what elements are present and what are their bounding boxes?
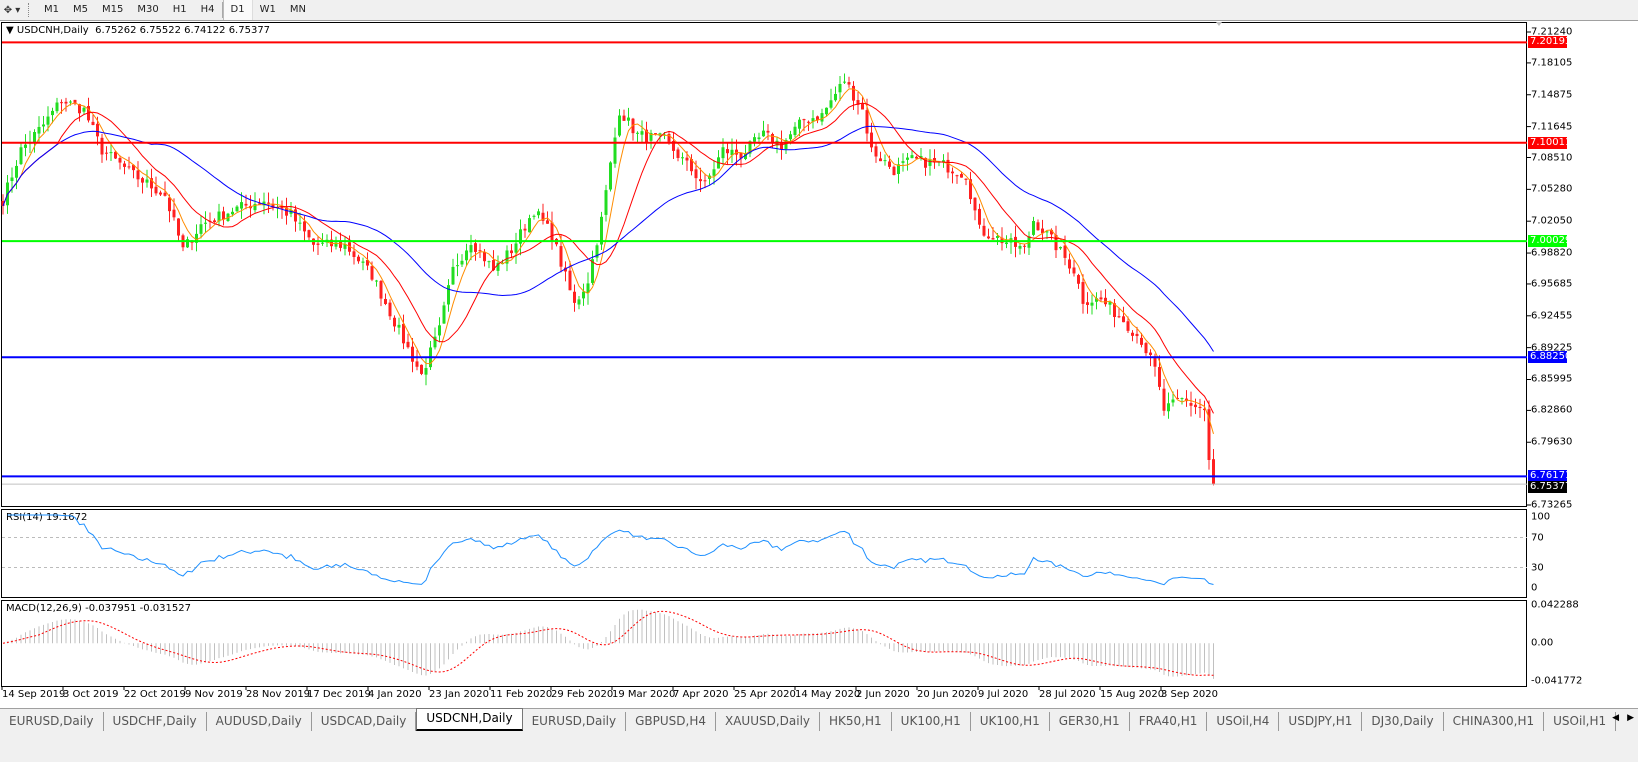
chart-tab[interactable]: HK50,H1 bbox=[820, 712, 892, 731]
date-axis-label: 25 Apr 2020 bbox=[734, 689, 796, 700]
price-axis-label: 7.18105 bbox=[1531, 57, 1573, 69]
chart-tabs: EURUSD,Daily USDCHF,Daily AUDUSD,Daily USDC… bbox=[0, 708, 1638, 731]
chart-tab[interactable]: USDJPY,H1 bbox=[1279, 712, 1363, 731]
date-axis-label: 15 Aug 2020 bbox=[1100, 689, 1165, 700]
chart-tab[interactable]: GBPUSD,H4 bbox=[626, 712, 716, 731]
price-level-tag: 6.76171 bbox=[1528, 470, 1572, 483]
collapse-triangle-icon[interactable]: ▼ bbox=[6, 25, 14, 36]
price-axis-label: 6.92455 bbox=[1531, 310, 1573, 322]
date-axis-label: 9 Jul 2020 bbox=[978, 689, 1029, 700]
price-axis-label: 7.08510 bbox=[1531, 152, 1573, 163]
chart-tab[interactable]: UK100,H1 bbox=[971, 712, 1050, 731]
chart-tab[interactable]: USOil,H1 bbox=[1544, 712, 1617, 731]
date-axis-label: 2 Jun 2020 bbox=[856, 689, 910, 700]
chart-tab[interactable]: FRA40,H1 bbox=[1130, 712, 1208, 731]
date-axis-label: 14 May 2020 bbox=[795, 689, 861, 700]
date-axis-label: 29 Feb 2020 bbox=[551, 689, 614, 700]
date-axis-label: 22 Oct 2019 bbox=[124, 689, 186, 700]
rsi-axis-label: 100 bbox=[1531, 511, 1551, 523]
date-axis-label: 23 Jan 2020 bbox=[429, 689, 489, 700]
rsi-panel[interactable]: RSI(14) 19.1672 bbox=[1, 509, 1527, 598]
price-level-tag: 7.00029 bbox=[1528, 235, 1572, 248]
date-axis-label: 3 Oct 2019 bbox=[63, 689, 119, 700]
symbol-label: USDCNH,Daily bbox=[16, 25, 89, 36]
tab-scroll-right-icon[interactable]: ▶ bbox=[1627, 713, 1634, 723]
date-axis-label: 7 Apr 2020 bbox=[673, 689, 729, 700]
timeframe-m1[interactable]: M1 bbox=[44, 4, 59, 15]
macd-axis-label: -0.041772 bbox=[1531, 675, 1583, 687]
price-axis-label: 6.82860 bbox=[1531, 404, 1573, 416]
macd-axis-label: 0.042288 bbox=[1531, 599, 1579, 611]
timeframe-m30[interactable]: M30 bbox=[137, 4, 159, 15]
rsi-axis-label: 70 bbox=[1531, 532, 1544, 543]
current-price-tag: 6.75377 bbox=[1528, 481, 1572, 494]
date-axis-label: 19 Mar 2020 bbox=[612, 689, 676, 700]
main-chart-panel[interactable]: ▼ USDCNH,Daily 6.75262 6.75522 6.74122 6… bbox=[1, 22, 1527, 507]
chart-tab[interactable]: XAUUSD,Daily bbox=[716, 712, 821, 731]
chart-tab[interactable]: USOil,H4 bbox=[1207, 712, 1280, 731]
chart-tab[interactable]: GER30,H1 bbox=[1050, 712, 1130, 731]
price-axis-label: 7.11645 bbox=[1531, 121, 1573, 133]
toolbar-separator bbox=[221, 2, 223, 18]
timeframe-m5[interactable]: M5 bbox=[73, 4, 88, 15]
price-axis-label: 7.05280 bbox=[1531, 183, 1573, 195]
chart-tab[interactable]: USDCAD,Daily bbox=[312, 712, 417, 731]
date-axis-label: 14 Sep 2019 bbox=[2, 689, 66, 700]
tab-scroll-left-icon[interactable]: ◀ bbox=[1612, 713, 1620, 723]
date-axis-label: 4 Jan 2020 bbox=[368, 689, 422, 700]
date-axis-label: 9 Nov 2019 bbox=[185, 689, 243, 700]
date-axis-label: 28 Jul 2020 bbox=[1039, 689, 1096, 700]
date-axis-label: 17 Dec 2019 bbox=[307, 689, 371, 700]
timeframe-d1[interactable]: D1 bbox=[222, 0, 253, 20]
timeframe-h4[interactable]: H4 bbox=[200, 4, 215, 15]
date-axis-label: 28 Nov 2019 bbox=[246, 689, 311, 700]
rsi-axis-label: 30 bbox=[1531, 562, 1544, 573]
macd-title: MACD(12,26,9) -0.037951 -0.031527 bbox=[6, 603, 191, 614]
price-axis-label: 6.98820 bbox=[1531, 247, 1573, 259]
toolbar-grip[interactable] bbox=[28, 3, 33, 17]
price-axis-label: 6.89225 bbox=[1531, 342, 1573, 354]
chart-tab[interactable]: EURUSD,Daily bbox=[0, 712, 104, 731]
rsi-axis-label: 0 bbox=[1531, 582, 1538, 594]
chart-tab[interactable]: DJ30,Daily bbox=[1362, 712, 1444, 731]
price-axis-label: 6.73265 bbox=[1531, 499, 1573, 511]
crosshair-dropdown-icon[interactable]: ✥ ▾ bbox=[3, 4, 21, 16]
date-axis-label: 3 Sep 2020 bbox=[1161, 689, 1219, 700]
chart-tab[interactable]: UK100,H1 bbox=[892, 712, 971, 731]
price-level-tag: 7.20193 bbox=[1528, 36, 1572, 49]
timeframe-toolbar: ✥ ▾ M1 M5 M15 M30 H1 H4 D1 W1 MN bbox=[0, 0, 1638, 21]
chart-tab[interactable]: USDCNH,Daily bbox=[416, 708, 523, 731]
price-axis-label: 6.95685 bbox=[1531, 278, 1573, 290]
macd-panel[interactable]: MACD(12,26,9) -0.037951 -0.031527 bbox=[1, 600, 1527, 687]
timeframe-m15[interactable]: M15 bbox=[102, 4, 124, 15]
chart-tab[interactable]: EURUSD,Daily bbox=[523, 712, 627, 731]
chart-title: ▼ USDCNH,Daily 6.75262 6.75522 6.74122 6… bbox=[6, 25, 270, 36]
chart-tab[interactable]: AUDUSD,Daily bbox=[207, 712, 312, 731]
rsi-title: RSI(14) 19.1672 bbox=[6, 512, 88, 523]
status-area bbox=[0, 731, 1638, 762]
macd-axis-label: 0.00 bbox=[1531, 637, 1554, 649]
date-axis-label: 20 Jun 2020 bbox=[917, 689, 978, 700]
chart-tab[interactable]: USDCHF,Daily bbox=[104, 712, 207, 731]
tab-scroll[interactable]: ◀ ▶ bbox=[1612, 713, 1634, 723]
price-axis-label: 7.21240 bbox=[1531, 26, 1573, 38]
timeframe-h1[interactable]: H1 bbox=[172, 4, 187, 15]
timeframe-w1[interactable]: W1 bbox=[259, 4, 276, 15]
timeframe-mn[interactable]: MN bbox=[289, 4, 306, 15]
price-level-tag: 6.88250 bbox=[1528, 351, 1572, 364]
price-axis-label: 6.79630 bbox=[1531, 436, 1573, 448]
date-axis-label: 11 Feb 2020 bbox=[490, 689, 553, 700]
price-axis-label: 7.02050 bbox=[1531, 215, 1573, 227]
price-level-tag: 7.10011 bbox=[1528, 136, 1572, 149]
price-axis-label: 7.14875 bbox=[1531, 89, 1573, 101]
price-axis-label: 6.85995 bbox=[1531, 373, 1573, 385]
chart-tab[interactable]: CHINA300,H1 bbox=[1444, 712, 1545, 731]
ohlc-values: 6.75262 6.75522 6.74122 6.75377 bbox=[95, 25, 271, 36]
timeframe-list: M1 M5 M15 M30 H1 H4 D1 W1 MN bbox=[37, 0, 313, 20]
